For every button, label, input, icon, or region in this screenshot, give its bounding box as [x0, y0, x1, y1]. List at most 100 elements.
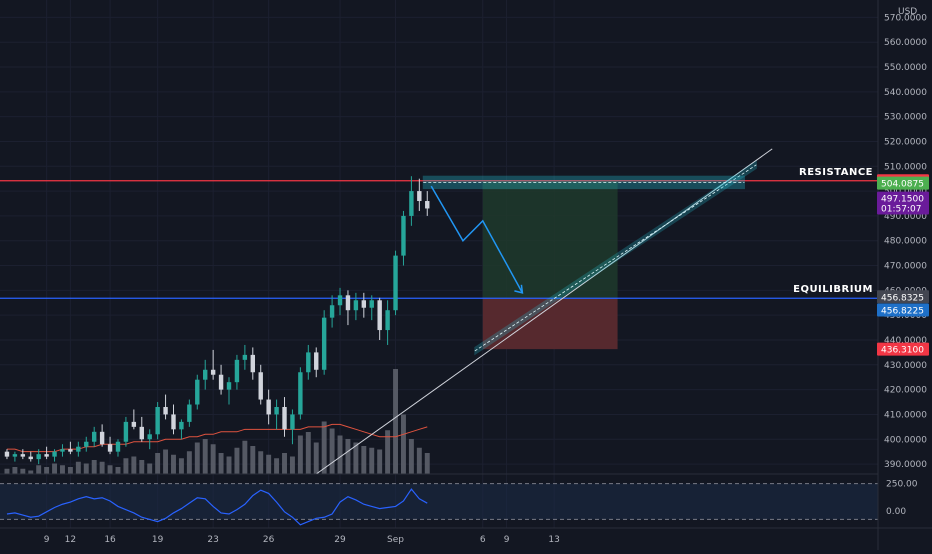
volume-bar [305, 432, 311, 474]
candle-body [234, 359, 240, 383]
price-tick-label: 490.0000 [884, 212, 927, 222]
price-tag-label: 504.0875 [881, 180, 924, 190]
time-tick-label: 26 [263, 535, 275, 545]
volume-bar [297, 435, 303, 474]
volume-bar [4, 468, 10, 474]
currency-label: USD [898, 7, 917, 17]
price-tick-label: 420.0000 [884, 386, 927, 396]
indicator-tick-label: 250.00 [886, 480, 918, 490]
candle-body [107, 444, 113, 452]
time-tick-label: 9 [504, 535, 510, 545]
candle-body [274, 406, 279, 415]
candle-body [91, 431, 97, 442]
time-tick-label: 19 [152, 535, 164, 545]
price-tags: 504.1575504.0875497.150001:57:07456.8325… [877, 174, 929, 356]
price-tick-label: 540.0000 [884, 88, 927, 98]
volume-bar [218, 453, 224, 474]
volume-bar [377, 449, 383, 474]
candle-body [258, 372, 263, 400]
candle-body [298, 372, 303, 415]
time-tick-label: 29 [334, 535, 346, 545]
time-tick-label: 9 [44, 535, 50, 545]
volume-bar [242, 440, 248, 474]
price-tick-label: 550.0000 [884, 63, 927, 73]
volume-bar [186, 451, 192, 474]
volume-bar [36, 465, 42, 474]
volume-bar [369, 447, 375, 474]
volume-bar [226, 456, 232, 474]
candle-body [290, 414, 295, 430]
volume-bar [20, 468, 26, 474]
price-tick-label: 390.0000 [884, 460, 927, 470]
grid [0, 0, 878, 528]
volume-bar [353, 442, 359, 474]
candle-body [171, 414, 176, 430]
position-loss-zone [482, 298, 618, 350]
volume-bar [393, 369, 398, 474]
resistance-label: RESISTANCE [799, 167, 873, 178]
candle-body [68, 449, 73, 452]
price-tag [877, 201, 929, 215]
time-axis[interactable]: 9 12 16 19 23 26 29 Sep 6 9 13 [44, 535, 560, 545]
candle-body [36, 454, 41, 460]
long-position[interactable] [482, 180, 618, 350]
candle-body [417, 191, 422, 202]
price-axis[interactable]: 390.0000 400.0000 410.0000 420.0000 430.0000… [884, 13, 927, 516]
volume-bar [123, 458, 129, 474]
horizontal-levels[interactable]: RESISTANCE EQUILIBRIUM [0, 167, 878, 299]
time-tick-label: 12 [65, 535, 76, 545]
volume-bar [163, 449, 169, 474]
candle-body [321, 317, 327, 370]
candle-body [28, 456, 33, 460]
volume-bar [115, 467, 121, 474]
volume-bar [44, 467, 50, 474]
candle-body [385, 310, 390, 331]
position-profit-zone [482, 180, 618, 299]
price-tag [877, 303, 929, 317]
volume-bar [67, 467, 73, 474]
price-tag [877, 342, 929, 356]
price-tick-label: 440.0000 [884, 336, 927, 346]
candle-body [84, 441, 89, 447]
volume-bar [274, 458, 280, 474]
candle-body [282, 406, 287, 430]
candles [4, 176, 430, 465]
channel-band [474, 160, 757, 356]
price-tick-label: 570.0000 [884, 13, 927, 23]
candle-body [345, 295, 351, 311]
price-tag-label: 456.8325 [881, 293, 924, 303]
price-tag-label: 01:57:07 [881, 204, 921, 214]
candle-body [147, 434, 152, 440]
indicator-band [0, 483, 878, 520]
volume-bar [321, 421, 327, 474]
candle-body [218, 374, 224, 390]
price-tick-label: 470.0000 [884, 262, 927, 272]
candle-body [4, 451, 10, 457]
volume-bar [60, 465, 65, 474]
candle-body [44, 454, 49, 457]
indicator-tick-label: 0.00 [886, 507, 906, 517]
candle-body [361, 300, 367, 308]
candle-body [306, 352, 311, 373]
volume-bar [171, 454, 176, 474]
price-tick-label: 400.0000 [884, 435, 927, 445]
drawings[interactable] [315, 148, 773, 475]
volume-bar [289, 456, 295, 474]
candle-body [20, 454, 26, 457]
volume-bar [178, 458, 184, 474]
volume-bar [401, 414, 406, 474]
indicator-pane [0, 483, 878, 526]
volume-bar [139, 460, 145, 474]
candle-body [337, 295, 343, 306]
volume-bar [408, 439, 414, 474]
volume-bar [258, 451, 264, 474]
candle-body [329, 305, 335, 318]
projection-arrow [430, 185, 524, 294]
volume-bar [107, 465, 113, 474]
candle-body [139, 426, 144, 440]
volume-bar [75, 461, 81, 474]
volume-bar [250, 446, 256, 474]
price-tag [877, 290, 929, 304]
